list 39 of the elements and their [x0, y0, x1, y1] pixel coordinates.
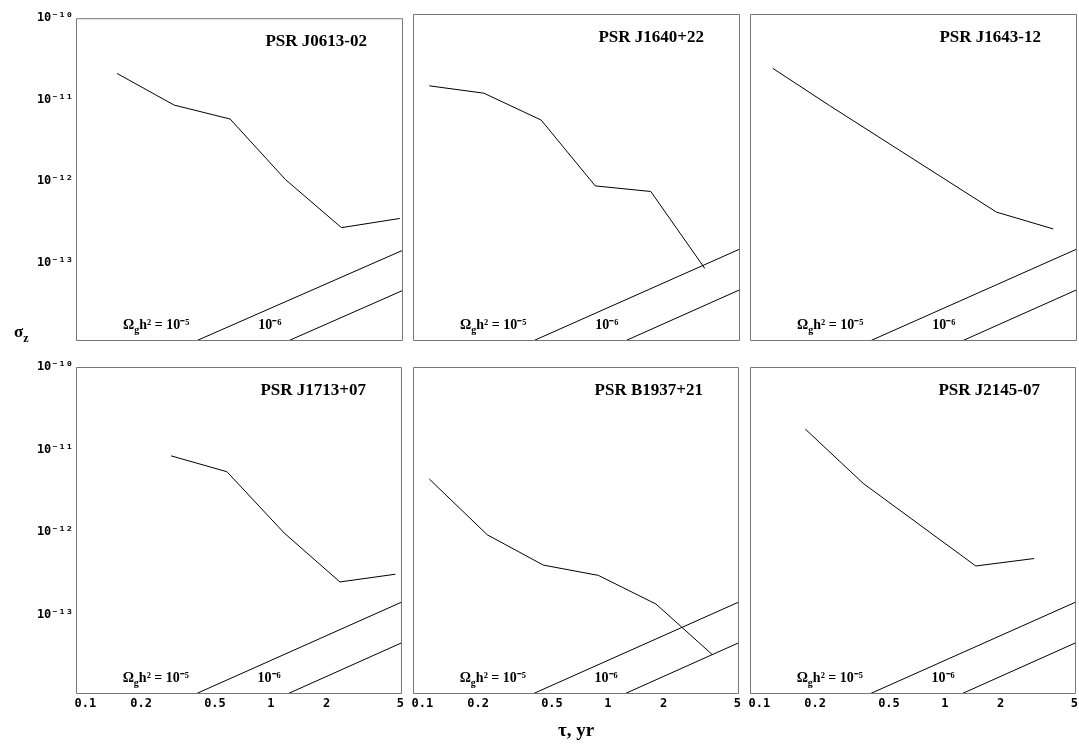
series-label: 10⁻⁶	[258, 317, 282, 332]
y-tick-label: 10⁻¹³	[36, 606, 73, 621]
x-tick-label: 5	[1070, 696, 1078, 711]
x-tick-label: 1	[604, 696, 612, 711]
y-tick-label: 10⁻¹⁰	[36, 359, 73, 374]
y-tick-label: 10⁻¹³	[36, 254, 73, 269]
series-label: 10⁻⁶	[594, 670, 618, 685]
text: PSR B1937+21	[594, 380, 703, 399]
text: PSR J1643-12	[939, 27, 1041, 46]
series-label: 10⁻⁶	[931, 670, 955, 685]
y-tick-label: 10⁻¹¹	[36, 441, 73, 456]
x-tick-label: 1	[941, 696, 949, 711]
text: PSR J2145-07	[938, 380, 1041, 399]
y-tick-label: 10⁻¹²	[36, 524, 73, 539]
x-tick-label: 0.5	[878, 696, 900, 711]
x-tick-label: 2	[996, 696, 1005, 711]
x-tick-label: 0.2	[804, 696, 827, 711]
x-tick-label: 2	[322, 696, 331, 711]
text: PSR J0613-02	[265, 31, 367, 51]
x-tick-label: 5	[396, 696, 404, 711]
x-tick-label: 0.5	[204, 696, 226, 711]
text: PSR J1713+07	[260, 380, 367, 399]
series-label: 10⁻⁶	[595, 317, 619, 332]
x-tick-label: 0.2	[130, 696, 153, 711]
series-label: 10⁻⁶	[257, 670, 281, 685]
x-tick-label: 2	[659, 696, 668, 711]
text: PSR J1640+22	[598, 27, 705, 46]
y-tick-label: 10⁻¹⁰	[36, 10, 73, 25]
x-tick-label: 1	[267, 696, 275, 711]
y-tick-label: 10⁻¹²	[36, 173, 73, 188]
x-tick-label: 0.1	[74, 696, 97, 711]
x-tick-label: 5	[733, 696, 741, 711]
x-tick-label: 0.1	[411, 696, 434, 711]
x-tick-label: 0.5	[541, 696, 563, 711]
x-axis-title: τ, yr	[557, 718, 595, 740]
x-tick-label: 0.2	[467, 696, 490, 711]
y-tick-label: 10⁻¹¹	[36, 91, 73, 106]
x-tick-label: 0.1	[748, 696, 771, 711]
series-label: 10⁻⁶	[932, 317, 956, 332]
